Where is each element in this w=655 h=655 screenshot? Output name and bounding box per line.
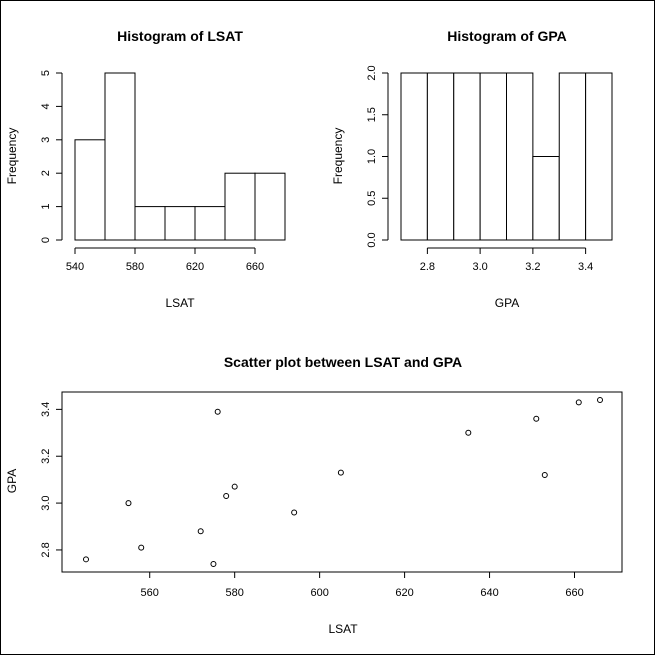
lsat-histogram-bar: [134, 206, 166, 241]
scatter-x-tick-label: 580: [225, 587, 243, 599]
lsat-histogram-y-tick-label: 3: [40, 137, 52, 143]
lsat-histogram-ylabel: Frequency: [5, 128, 19, 185]
scatter-point: [291, 509, 298, 516]
lsat-histogram-bar: [164, 206, 196, 241]
gpa-histogram-x-tick-label: 2.8: [420, 261, 435, 273]
scatter-plot-box: [61, 391, 623, 573]
scatter-point: [223, 493, 230, 500]
scatter-x-tick-label: 640: [480, 587, 498, 599]
gpa-histogram-x-tick-label: 3.0: [472, 261, 487, 273]
scatter-point: [597, 397, 603, 403]
lsat-histogram-y-tick-label: 0: [40, 237, 52, 243]
scatter-y-tick-label: 3.0: [40, 495, 52, 510]
scatter-x-tick-label: 620: [395, 587, 413, 599]
gpa-histogram-ylabel: Frequency: [331, 128, 345, 185]
scatter-point: [197, 528, 204, 535]
gpa-histogram-x-tick-label: 3.2: [525, 261, 540, 273]
scatter-point: [138, 544, 145, 551]
scatter-y-tick-label: 3.2: [40, 449, 52, 464]
scatter-y-tick-label: 2.8: [40, 542, 52, 557]
gpa-histogram-bar: [400, 72, 428, 241]
scatter-x-tick-label: 600: [310, 587, 328, 599]
scatter-point: [125, 500, 132, 507]
gpa-histogram-bar: [558, 72, 587, 241]
scatter-point: [465, 429, 472, 436]
gpa-histogram-xlabel: GPA: [495, 296, 519, 310]
lsat-histogram-bar: [104, 72, 136, 241]
scatter-point: [83, 556, 89, 563]
lsat-histogram-x-tick-label: 620: [186, 261, 204, 273]
gpa-histogram-y-tick-label: 2.0: [366, 65, 378, 80]
scatter-point: [533, 415, 540, 422]
scatter-point: [210, 561, 217, 567]
lsat-histogram-x-tick-label: 540: [66, 261, 84, 273]
scatter-point: [541, 471, 548, 478]
scatter-y-tick-label: 3.4: [40, 402, 52, 417]
gpa-histogram-bar: [453, 72, 481, 241]
scatter-x-tick-label: 560: [141, 587, 159, 599]
lsat-histogram-bar: [74, 139, 106, 241]
scatter-ylabel: GPA: [5, 469, 19, 493]
scatter-point: [214, 408, 221, 415]
lsat-histogram-bar: [254, 172, 286, 241]
gpa-histogram-bar: [426, 72, 455, 241]
scatter-point: [575, 399, 582, 406]
gpa-histogram-y-tick-label: 1.0: [366, 149, 378, 164]
lsat-histogram-bar: [224, 172, 256, 241]
gpa-histogram-bar: [479, 72, 507, 241]
scatter-x-tick-label: 660: [565, 587, 583, 599]
gpa-histogram-y-tick-label: 1.5: [366, 107, 378, 122]
gpa-histogram-y-tick-label: 0.5: [366, 191, 378, 206]
lsat-histogram-y-tick-label: 5: [40, 70, 52, 76]
gpa-histogram-y-tick-label: 0.0: [366, 232, 378, 247]
lsat-histogram-y-tick-label: 1: [40, 204, 52, 210]
lsat-histogram-bar: [194, 206, 226, 241]
gpa-histogram-x-tick-label: 3.4: [578, 261, 593, 273]
lsat-histogram-title: Histogram of LSAT: [117, 28, 243, 44]
gpa-histogram-bar: [506, 72, 534, 241]
gpa-histogram-bar: [532, 156, 560, 241]
lsat-histogram-x-tick-label: 660: [246, 261, 264, 273]
scatter-point: [337, 469, 344, 476]
lsat-histogram-y-tick-label: 2: [40, 170, 52, 176]
scatter-xlabel: LSAT: [328, 622, 358, 636]
lsat-histogram-x-tick-label: 580: [126, 261, 144, 273]
lsat-histogram-xlabel: LSAT: [165, 296, 195, 310]
gpa-histogram-bar: [585, 72, 613, 241]
scatter-title: Scatter plot between LSAT and GPA: [224, 354, 462, 370]
gpa-histogram-title: Histogram of GPA: [447, 28, 567, 44]
scatter-point: [231, 483, 238, 490]
lsat-histogram-y-tick-label: 4: [40, 103, 52, 109]
